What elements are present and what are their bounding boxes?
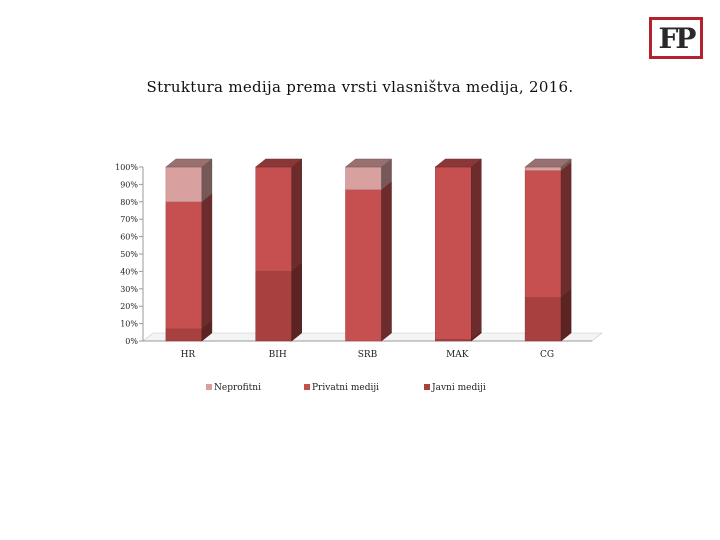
bar-CG-privatni-mediji xyxy=(524,170,562,298)
legend-swatch xyxy=(206,384,212,390)
chart-title: Struktura medija prema vrsti vlasništva … xyxy=(146,78,574,96)
bar-top xyxy=(165,158,213,168)
bar-CG-javni-mediji xyxy=(524,297,562,342)
bar-side xyxy=(291,158,302,272)
bar-top xyxy=(434,158,483,168)
y-tick-label: 40% xyxy=(120,267,138,276)
bar-HR-privatni-mediji xyxy=(165,201,203,330)
bar-SRB-neprofitni xyxy=(345,166,382,190)
logo-text: FP xyxy=(658,21,697,55)
bar-HR-neprofitni xyxy=(165,166,203,203)
y-tick-label: 60% xyxy=(120,233,138,242)
bar-HR-javni-mediji xyxy=(165,328,203,342)
fp-logo: FP xyxy=(649,17,703,59)
bar-top xyxy=(344,158,393,168)
x-tick-label: BIH xyxy=(269,350,287,360)
y-tick-label: 0% xyxy=(125,337,138,346)
bar-CG-neprofitni xyxy=(524,166,562,171)
bar-BIH-privatni-mediji xyxy=(255,166,292,272)
legend-swatch xyxy=(424,384,430,390)
bar-side xyxy=(201,193,213,330)
x-tick-label: SRB xyxy=(358,350,378,360)
y-tick-label: 80% xyxy=(120,198,138,207)
legend-swatch xyxy=(304,384,310,390)
bar-BIH-javni-mediji xyxy=(255,271,292,342)
bar-side xyxy=(560,161,572,299)
y-tick-label: 50% xyxy=(120,250,138,259)
bar-MAK-javni-mediji xyxy=(435,339,472,342)
bar-side xyxy=(381,181,392,342)
bar-side xyxy=(471,158,482,340)
bar-MAK-privatni-mediji xyxy=(435,166,472,340)
y-tick-label: 30% xyxy=(120,285,138,294)
x-tick-label: MAK xyxy=(446,350,469,360)
y-tick-label: 10% xyxy=(120,320,138,329)
bar-top xyxy=(254,158,303,168)
bar-SRB-privatni-mediji xyxy=(345,189,382,342)
y-tick-label: 70% xyxy=(120,215,138,224)
legend-label: Privatni mediji xyxy=(312,383,379,393)
bar-top xyxy=(524,158,572,168)
y-tick-label: 20% xyxy=(120,302,138,311)
bar-side xyxy=(560,288,572,342)
bar-side xyxy=(291,262,302,342)
x-tick-label: HR xyxy=(181,350,196,360)
x-tick-label: CG xyxy=(540,350,554,360)
legend-label: Neprofitni xyxy=(214,383,261,393)
y-tick-label: 100% xyxy=(115,163,138,172)
legend-label: Javni mediji xyxy=(431,383,486,393)
y-tick-label: 90% xyxy=(120,180,138,189)
